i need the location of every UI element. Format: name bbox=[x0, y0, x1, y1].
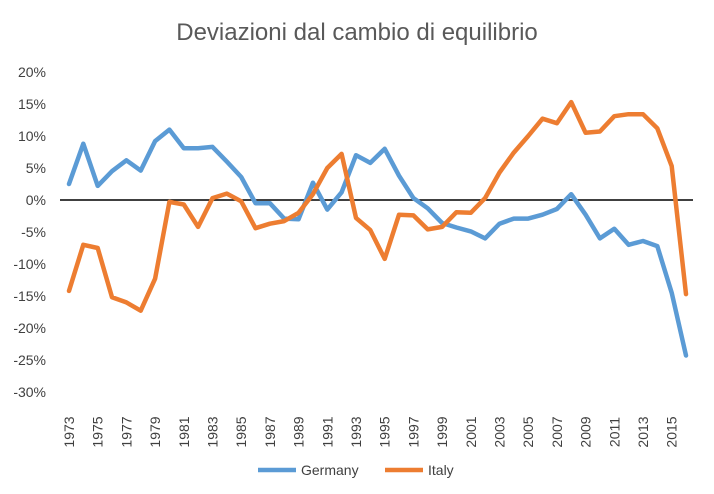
y-tick-label: 15% bbox=[18, 96, 46, 112]
x-tick-label: 1985 bbox=[233, 416, 249, 447]
x-tick-label: 1997 bbox=[405, 416, 421, 447]
x-tick-label: 2003 bbox=[491, 416, 507, 447]
y-tick-label: -30% bbox=[13, 384, 46, 400]
series-line-italy bbox=[66, 99, 689, 313]
x-tick-label: 1975 bbox=[90, 416, 106, 447]
y-axis: 20% 15% 10% 5% 0% -5% -10% -15% -20% -25% -30% bbox=[13, 64, 46, 400]
x-tick-label: 2009 bbox=[578, 416, 594, 447]
x-tick-label: 1983 bbox=[204, 416, 220, 447]
chart-title: Deviazioni dal cambio di equilibrio bbox=[176, 19, 538, 46]
x-tick-label: 1991 bbox=[319, 416, 335, 447]
x-tick-label: 2007 bbox=[549, 416, 565, 447]
x-tick-label: 2013 bbox=[635, 416, 651, 447]
y-tick-label: 10% bbox=[18, 128, 46, 144]
y-tick-label: 5% bbox=[26, 160, 46, 176]
series-line-germany bbox=[66, 127, 689, 358]
y-tick-label: -10% bbox=[13, 256, 46, 272]
x-tick-label: 1999 bbox=[434, 416, 450, 447]
legend: Germany Italy bbox=[258, 462, 454, 478]
x-tick-label: 1973 bbox=[61, 416, 77, 447]
x-tick-label: 2011 bbox=[606, 417, 622, 447]
y-tick-label: 20% bbox=[18, 64, 46, 80]
x-tick-label: 1993 bbox=[348, 416, 364, 447]
plot-area bbox=[66, 99, 689, 358]
legend-label-germany: Germany bbox=[301, 462, 359, 478]
x-axis: 1973 1975 1977 1979 1981 1983 1985 1987 1989 1991… bbox=[61, 416, 680, 447]
y-tick-label: -25% bbox=[13, 352, 46, 368]
x-tick-label: 1989 bbox=[291, 416, 307, 447]
x-tick-label: 1979 bbox=[147, 416, 163, 447]
y-tick-label: 0% bbox=[26, 192, 46, 208]
x-tick-label: 1981 bbox=[176, 416, 192, 447]
legend-label-italy: Italy bbox=[428, 462, 454, 478]
x-tick-label: 2005 bbox=[520, 416, 536, 447]
x-tick-label: 2001 bbox=[463, 416, 479, 447]
y-tick-label: -20% bbox=[13, 320, 46, 336]
y-tick-label: -5% bbox=[21, 224, 46, 240]
x-tick-label: 1995 bbox=[377, 416, 393, 447]
x-tick-label: 1977 bbox=[118, 416, 134, 447]
x-tick-label: 2015 bbox=[664, 416, 680, 447]
x-tick-label: 1987 bbox=[262, 416, 278, 447]
y-tick-label: -15% bbox=[13, 288, 46, 304]
